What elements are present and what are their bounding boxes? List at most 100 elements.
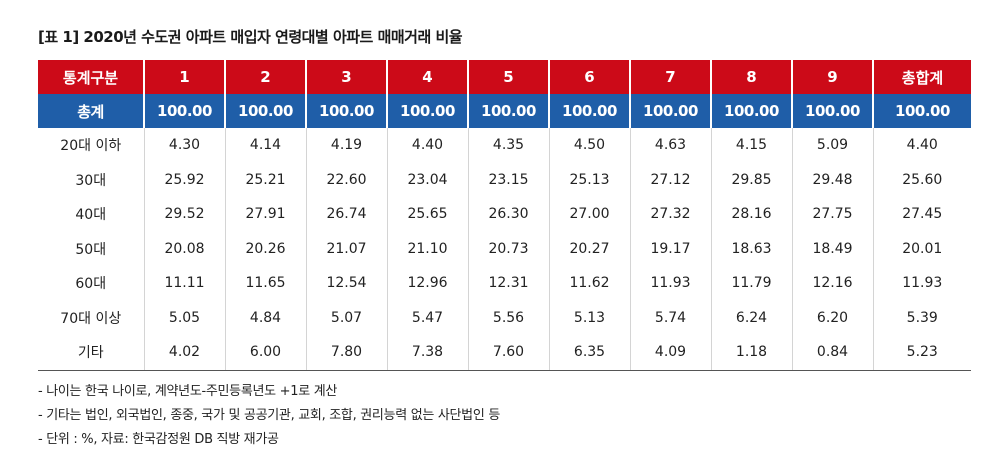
total-cell: 100.00 — [143, 94, 225, 128]
header-cell: 통계구분 — [38, 60, 144, 94]
table-cell: 4.19 — [305, 128, 387, 163]
table-cell: 25.60 — [872, 162, 971, 197]
table-row: 20대 이하 4.30 4.14 4.19 4.40 4.35 4.50 4.6… — [38, 128, 971, 163]
table-row: 60대 11.11 11.65 12.54 12.96 12.31 11.62 … — [38, 266, 971, 301]
table-cell: 4.40 — [386, 128, 468, 163]
table-cell: 11.79 — [710, 266, 792, 301]
table-row: 40대 29.52 27.91 26.74 25.65 26.30 27.00 … — [38, 197, 971, 232]
table-cell: 25.92 — [143, 162, 225, 197]
header-row: 통계구분 1 2 3 4 5 6 7 8 9 총합계 — [38, 60, 971, 94]
table-cell: 25.21 — [224, 162, 306, 197]
table-cell: 21.07 — [305, 231, 387, 266]
table-cell: 4.40 — [872, 128, 971, 163]
total-cell: 100.00 — [467, 94, 549, 128]
total-cell: 100.00 — [710, 94, 792, 128]
footnote: - 나이는 한국 나이로, 계약년도-주민등록년도 +1로 계산 — [38, 384, 338, 399]
table-cell: 4.14 — [224, 128, 306, 163]
total-cell: 총계 — [38, 94, 144, 128]
header-cell: 1 — [143, 60, 225, 94]
table-cell: 25.13 — [548, 162, 630, 197]
table-cell: 4.30 — [143, 128, 225, 163]
table-cell: 11.11 — [143, 266, 225, 301]
row-label: 30대 — [75, 172, 107, 189]
table-cell: 7.60 — [467, 335, 549, 371]
row-label: 60대 — [75, 276, 107, 293]
table-cell: 6.24 — [710, 300, 792, 335]
total-cell: 100.00 — [791, 94, 873, 128]
table-cell: 22.60 — [305, 162, 387, 197]
table-cell: 6.35 — [548, 335, 630, 371]
table-cell: 5.07 — [305, 300, 387, 335]
table-cell: 7.80 — [305, 335, 387, 371]
table-row: 50대 20.08 20.26 21.07 21.10 20.73 20.27 … — [38, 231, 971, 266]
table-cell: 5.39 — [872, 300, 971, 335]
table-cell: 6.20 — [791, 300, 873, 335]
table-cell: 12.16 — [791, 266, 873, 301]
table-cell: 11.62 — [548, 266, 630, 301]
table-cell: 5.56 — [467, 300, 549, 335]
table-cell: 11.93 — [872, 266, 971, 301]
table-cell: 29.48 — [791, 162, 873, 197]
table-cell: 11.93 — [629, 266, 711, 301]
table-cell: 11.65 — [224, 266, 306, 301]
total-cell: 100.00 — [305, 94, 387, 128]
table-cell: 20.73 — [467, 231, 549, 266]
table-cell: 4.09 — [629, 335, 711, 371]
table-cell: 29.52 — [143, 197, 225, 232]
table-cell: 23.15 — [467, 162, 549, 197]
table-cell: 27.12 — [629, 162, 711, 197]
table-title: [표 1] 2020년 수도권 아파트 매입자 연령대별 아파트 매매거래 비율 — [38, 28, 463, 46]
table-cell: 5.05 — [143, 300, 225, 335]
total-cell: 100.00 — [629, 94, 711, 128]
row-label: 20대 이하 — [60, 138, 122, 155]
row-label: 50대 — [75, 241, 107, 258]
table-cell: 12.96 — [386, 266, 468, 301]
table-row: 70대 이상 5.05 4.84 5.07 5.47 5.56 5.13 5.7… — [38, 300, 971, 335]
table-cell: 26.74 — [305, 197, 387, 232]
table-cell: 27.32 — [629, 197, 711, 232]
table-cell: 4.63 — [629, 128, 711, 163]
header-cell: 9 — [791, 60, 873, 94]
table-cell: 25.65 — [386, 197, 468, 232]
table-cell: 4.02 — [143, 335, 225, 371]
header-cell: 총합계 — [872, 60, 971, 94]
table-cell: 27.91 — [224, 197, 306, 232]
table-cell: 5.74 — [629, 300, 711, 335]
table-cell: 28.16 — [710, 197, 792, 232]
table-cell: 5.23 — [872, 335, 971, 371]
table-cell: 23.04 — [386, 162, 468, 197]
table-cell: 18.49 — [791, 231, 873, 266]
table-cell: 4.50 — [548, 128, 630, 163]
table-cell: 0.84 — [791, 335, 873, 371]
table-cell: 29.85 — [710, 162, 792, 197]
table-cell: 4.15 — [710, 128, 792, 163]
table-cell: 18.63 — [710, 231, 792, 266]
table-cell: 21.10 — [386, 231, 468, 266]
header-cell: 6 — [548, 60, 630, 94]
footnotes: - 나이는 한국 나이로, 계약년도-주민등록년도 +1로 계산 - 기타는 법… — [38, 380, 500, 452]
header-cell: 7 — [629, 60, 711, 94]
table-cell: 27.75 — [791, 197, 873, 232]
header-cell: 3 — [305, 60, 387, 94]
table-cell: 27.45 — [872, 197, 971, 232]
table-row: 30대 25.92 25.21 22.60 23.04 23.15 25.13 … — [38, 162, 971, 197]
row-label: 40대 — [75, 207, 107, 224]
total-cell: 100.00 — [386, 94, 468, 128]
table-cell: 20.08 — [143, 231, 225, 266]
footnote: - 단위 : %, 자료: 한국감정원 DB 직방 재가공 — [38, 432, 279, 447]
table-cell: 26.30 — [467, 197, 549, 232]
table-cell: 12.54 — [305, 266, 387, 301]
header-cell: 2 — [224, 60, 306, 94]
age-ratio-table: 통계구분 1 2 3 4 5 6 7 8 9 총합계 총계 100.00 100… — [38, 60, 971, 371]
footnote: - 기타는 법인, 외국법인, 종중, 국가 및 공공기관, 교회, 조합, 권… — [38, 408, 500, 423]
table-cell: 1.18 — [710, 335, 792, 371]
total-row: 총계 100.00 100.00 100.00 100.00 100.00 10… — [38, 94, 971, 128]
header-cell: 4 — [386, 60, 468, 94]
table-cell: 5.47 — [386, 300, 468, 335]
table-cell: 20.26 — [224, 231, 306, 266]
header-cell: 8 — [710, 60, 792, 94]
table-cell: 4.84 — [224, 300, 306, 335]
table-cell: 27.00 — [548, 197, 630, 232]
table-cell: 12.31 — [467, 266, 549, 301]
row-label: 기타 — [38, 335, 144, 371]
